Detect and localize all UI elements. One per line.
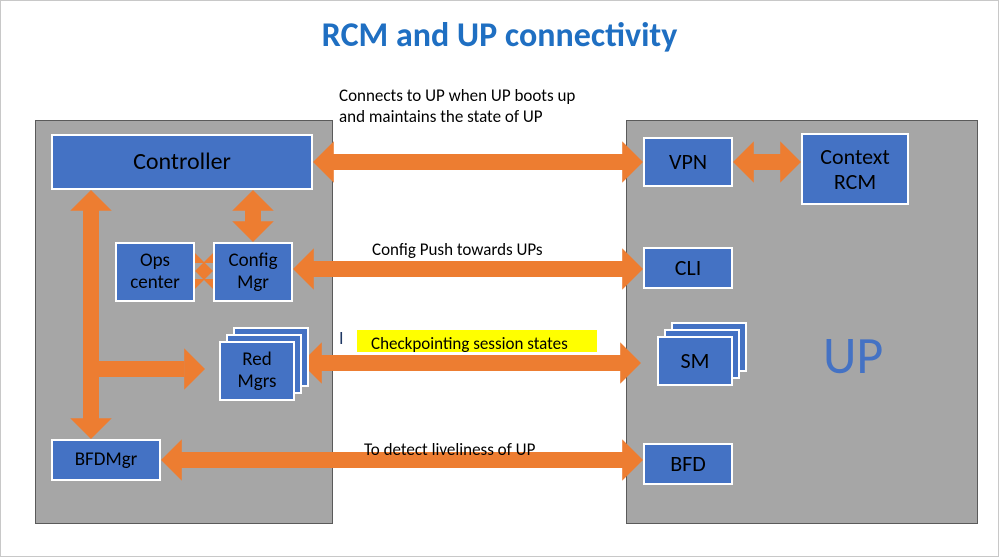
page-title: RCM and UP connectivity <box>1 15 998 56</box>
node-cfgmgr: Config Mgr <box>213 242 293 302</box>
node-bfdmgr: BFDMgr <box>51 439 161 481</box>
text-cursor: I <box>339 327 344 349</box>
node-bfd: BFD <box>643 443 733 485</box>
edge-label-4: To detect liveliness of UP <box>364 439 535 460</box>
node-sm: SM <box>657 336 733 386</box>
node-vpn: VPN <box>643 137 733 187</box>
edge-label-2: Config Push towards UPs <box>372 239 543 260</box>
edge-label-1: Connects to UP when UP boots up and main… <box>339 85 575 127</box>
node-redmgrs: Red Mgrs <box>219 341 295 401</box>
up-label: UP <box>823 323 883 387</box>
edge-label-3: Checkpointing session states <box>371 333 568 354</box>
node-ops: Ops center <box>115 242 195 302</box>
node-ctxrcm: Context RCM <box>801 133 909 205</box>
node-cli: CLI <box>643 247 733 289</box>
node-controller: Controller <box>51 134 313 190</box>
